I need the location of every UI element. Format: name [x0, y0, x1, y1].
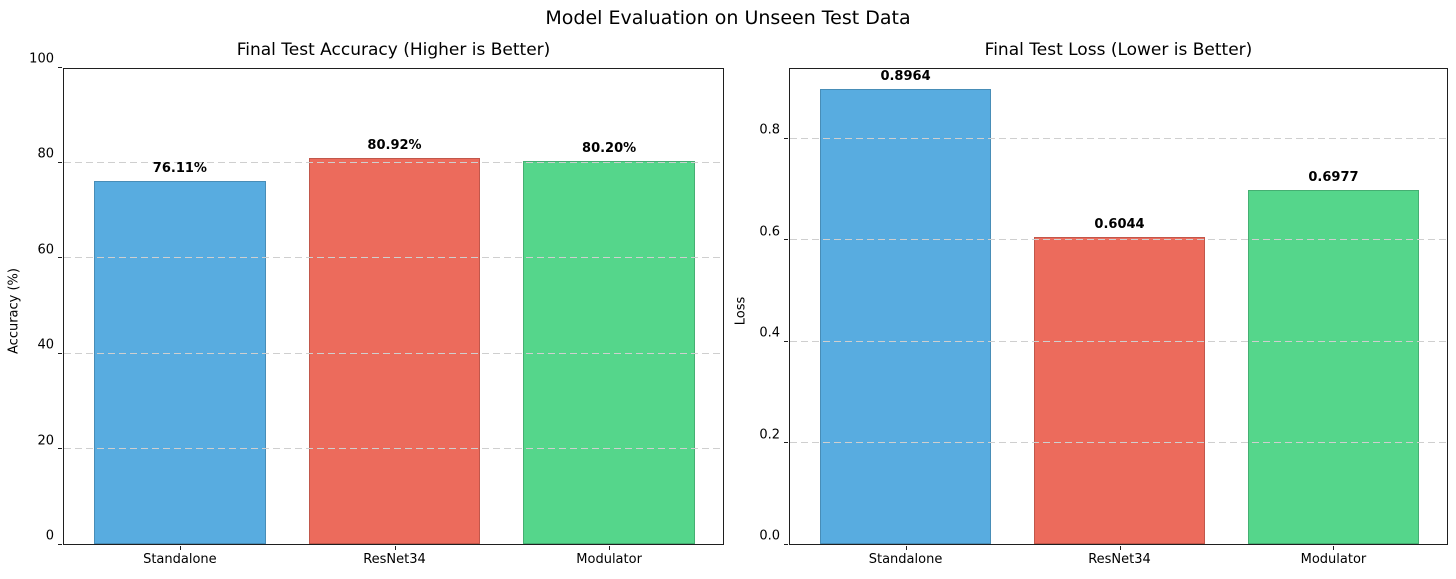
y-tick-mark	[58, 161, 62, 163]
bar-standalone	[94, 181, 266, 544]
y-tick-mark	[784, 137, 788, 139]
y-tick-mark	[58, 66, 62, 68]
y-tick-label: 0.0	[759, 528, 780, 544]
x-tick-label: Modulator	[576, 552, 642, 567]
y-axis-label-text: Loss	[733, 296, 749, 325]
gridline	[64, 448, 723, 450]
y-tick-label: 0.4	[759, 325, 780, 341]
y-tick-label: 40	[37, 337, 54, 353]
gridline	[790, 137, 1447, 139]
gridline	[64, 257, 723, 259]
y-tick-label: 20	[37, 433, 54, 449]
y-tick-mark	[784, 340, 788, 342]
y-tick-label: 0.2	[759, 427, 780, 443]
bar-resnet34	[1033, 237, 1206, 544]
gridline	[64, 161, 723, 163]
y-tick-label: 100	[29, 51, 54, 67]
bar-modulator	[523, 161, 695, 544]
x-tick-mark	[609, 546, 611, 550]
y-tick-mark	[784, 442, 788, 444]
y-tick-mark	[784, 239, 788, 241]
x-tick-mark	[1119, 546, 1121, 550]
bar-value-label: 80.92%	[367, 138, 422, 153]
x-tick-label: ResNet34	[363, 552, 426, 567]
y-tick-label: 0	[45, 528, 54, 544]
chart-title: Final Test Accuracy (Higher is Better)	[236, 40, 551, 60]
gridline	[790, 442, 1447, 444]
gridline	[790, 239, 1447, 241]
y-tick-mark	[58, 257, 62, 259]
bar-value-label: 76.11%	[152, 161, 207, 176]
y-tick-mark	[784, 543, 788, 545]
x-tick-label: Standalone	[143, 552, 217, 567]
bar-standalone	[819, 89, 992, 544]
x-tick-label: ResNet34	[1088, 552, 1151, 567]
bar-value-label: 0.8964	[880, 69, 931, 84]
y-tick-mark	[58, 543, 62, 545]
gridline	[790, 340, 1447, 342]
plot-area: 0.8964 Standalone 0.6044 ResNet34 0.6977 Modu…	[759, 68, 1448, 567]
y-tick-label: 0.6	[759, 224, 780, 240]
bar-value-label: 0.6044	[1094, 217, 1145, 232]
x-tick-mark	[394, 546, 396, 550]
gridline	[64, 352, 723, 354]
y-tick-mark	[58, 448, 62, 450]
figure-suptitle: Model Evaluation on Unseen Test Data	[545, 7, 911, 29]
bar-resnet34	[308, 158, 481, 544]
x-tick-mark	[179, 546, 181, 550]
y-tick-label: 60	[37, 242, 54, 258]
x-tick-label: Standalone	[868, 552, 943, 567]
y-tick-label: 0.8	[759, 122, 780, 138]
chart-title: Final Test Loss (Lower is Better)	[984, 40, 1253, 60]
bar-value-label: 0.6977	[1308, 170, 1359, 185]
y-tick-mark	[58, 352, 62, 354]
x-tick-mark	[1333, 546, 1335, 550]
x-tick-mark	[905, 546, 907, 550]
bar-modulator	[1247, 190, 1420, 544]
y-tick-label: 80	[37, 146, 54, 162]
x-tick-label: Modulator	[1300, 552, 1367, 567]
plot-area: 76.11% Standalone 80.92% ResNet34 80.20% Modu…	[29, 52, 724, 567]
bar-value-label: 80.20%	[582, 141, 637, 156]
